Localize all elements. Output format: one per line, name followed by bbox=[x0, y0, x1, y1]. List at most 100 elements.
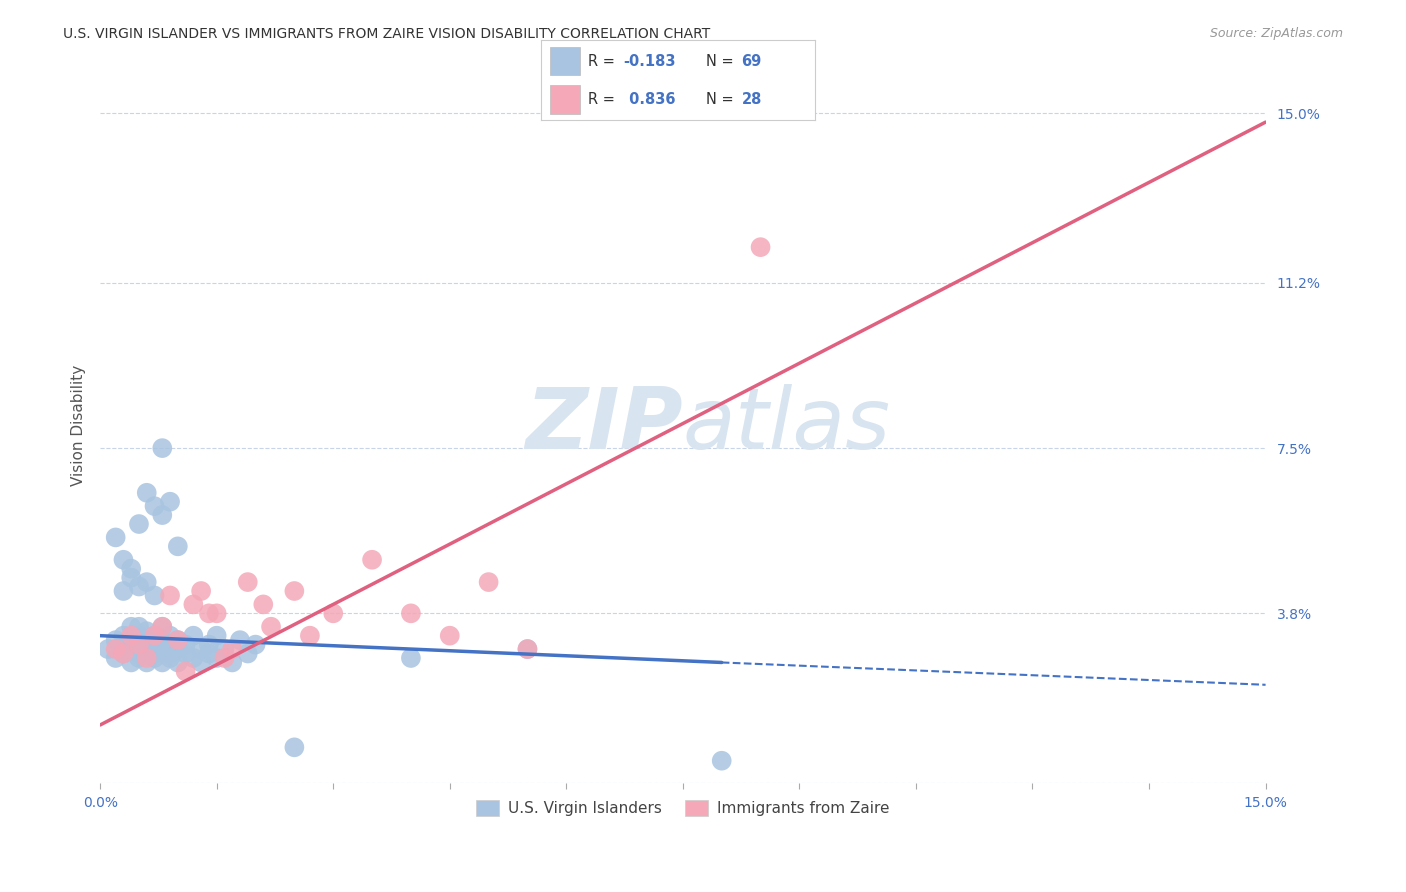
Point bbox=[120, 620, 142, 634]
Point bbox=[104, 642, 127, 657]
Text: -0.183: -0.183 bbox=[624, 54, 676, 69]
Point bbox=[159, 638, 181, 652]
Point bbox=[298, 629, 321, 643]
Point bbox=[478, 575, 501, 590]
Point bbox=[283, 740, 305, 755]
Point bbox=[150, 508, 173, 522]
Point bbox=[150, 620, 173, 634]
Point bbox=[128, 620, 150, 634]
Point bbox=[150, 656, 173, 670]
Point bbox=[135, 575, 157, 590]
Point bbox=[159, 647, 181, 661]
Point bbox=[112, 647, 135, 661]
FancyBboxPatch shape bbox=[550, 46, 579, 76]
Point bbox=[128, 516, 150, 531]
Point bbox=[159, 629, 181, 643]
Point bbox=[236, 647, 259, 661]
Point bbox=[205, 651, 228, 665]
Legend: U.S. Virgin Islanders, Immigrants from Zaire: U.S. Virgin Islanders, Immigrants from Z… bbox=[467, 791, 898, 825]
Point bbox=[104, 530, 127, 544]
Text: atlas: atlas bbox=[683, 384, 891, 467]
Point bbox=[104, 633, 127, 648]
Point bbox=[143, 629, 166, 643]
Point bbox=[128, 638, 150, 652]
Point bbox=[135, 647, 157, 661]
Point bbox=[198, 647, 221, 661]
Point bbox=[260, 620, 283, 634]
Point bbox=[166, 540, 188, 554]
Point bbox=[128, 638, 150, 652]
Point bbox=[112, 584, 135, 599]
Text: ZIP: ZIP bbox=[526, 384, 683, 467]
Point bbox=[120, 642, 142, 657]
Point bbox=[150, 642, 173, 657]
Point bbox=[166, 642, 188, 657]
Point bbox=[174, 638, 197, 652]
Point bbox=[361, 553, 384, 567]
Point bbox=[143, 638, 166, 652]
Point bbox=[205, 607, 228, 621]
Point bbox=[749, 240, 772, 254]
Point bbox=[112, 647, 135, 661]
Point bbox=[214, 651, 236, 665]
Point bbox=[516, 642, 538, 657]
Point bbox=[143, 647, 166, 661]
Point bbox=[190, 642, 212, 657]
Point bbox=[120, 633, 142, 648]
Point bbox=[166, 656, 188, 670]
Text: Source: ZipAtlas.com: Source: ZipAtlas.com bbox=[1209, 27, 1343, 40]
Text: 69: 69 bbox=[741, 54, 762, 69]
Text: 28: 28 bbox=[741, 92, 762, 107]
Y-axis label: Vision Disability: Vision Disability bbox=[72, 365, 86, 486]
Point bbox=[97, 642, 120, 657]
Point bbox=[112, 553, 135, 567]
Point bbox=[516, 642, 538, 657]
Point bbox=[221, 642, 243, 657]
Point bbox=[159, 589, 181, 603]
Text: U.S. VIRGIN ISLANDER VS IMMIGRANTS FROM ZAIRE VISION DISABILITY CORRELATION CHAR: U.S. VIRGIN ISLANDER VS IMMIGRANTS FROM … bbox=[63, 27, 710, 41]
Point bbox=[236, 575, 259, 590]
Point bbox=[143, 589, 166, 603]
FancyBboxPatch shape bbox=[550, 85, 579, 114]
Point bbox=[135, 485, 157, 500]
Point bbox=[135, 656, 157, 670]
Text: N =: N = bbox=[706, 54, 738, 69]
Point bbox=[150, 633, 173, 648]
Point bbox=[183, 629, 205, 643]
Point bbox=[128, 580, 150, 594]
Point bbox=[183, 651, 205, 665]
Point bbox=[221, 656, 243, 670]
Point bbox=[198, 607, 221, 621]
Point bbox=[143, 651, 166, 665]
Point bbox=[128, 629, 150, 643]
Point bbox=[229, 633, 252, 648]
Point bbox=[143, 499, 166, 513]
Point bbox=[399, 651, 422, 665]
Point bbox=[135, 624, 157, 639]
Point bbox=[112, 638, 135, 652]
Point bbox=[166, 633, 188, 648]
Point bbox=[143, 629, 166, 643]
Point bbox=[120, 656, 142, 670]
Point bbox=[128, 651, 150, 665]
Point bbox=[322, 607, 344, 621]
Point bbox=[214, 642, 236, 657]
Point bbox=[183, 598, 205, 612]
Point bbox=[135, 651, 157, 665]
Point bbox=[252, 598, 274, 612]
Point bbox=[135, 633, 157, 648]
Text: R =: R = bbox=[588, 54, 620, 69]
Point bbox=[439, 629, 461, 643]
Point bbox=[159, 494, 181, 508]
Point bbox=[190, 656, 212, 670]
Point bbox=[150, 620, 173, 634]
Point bbox=[159, 651, 181, 665]
Point bbox=[166, 633, 188, 648]
Text: N =: N = bbox=[706, 92, 738, 107]
Point bbox=[104, 651, 127, 665]
Point bbox=[283, 584, 305, 599]
Point bbox=[112, 629, 135, 643]
Point bbox=[399, 607, 422, 621]
Point bbox=[120, 571, 142, 585]
Point bbox=[128, 647, 150, 661]
